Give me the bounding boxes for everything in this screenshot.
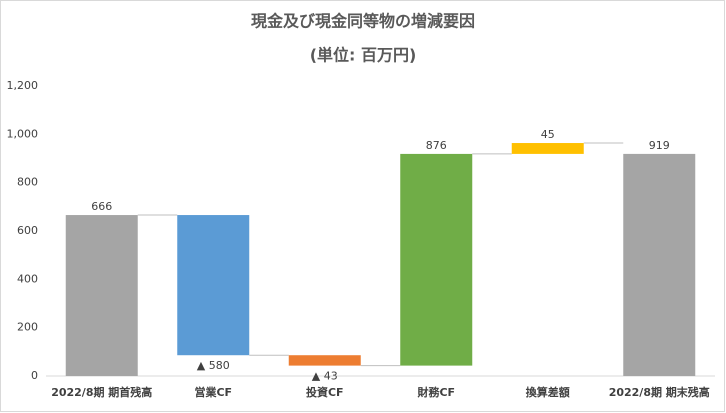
x-tick-label: 投資CF [306, 385, 344, 399]
data-label: 919 [649, 139, 670, 152]
bar [623, 153, 696, 376]
y-tick-label: 0 [31, 369, 38, 382]
y-tick-label: 600 [17, 224, 38, 237]
data-label: 876 [426, 139, 447, 152]
y-tick-label: 1,000 [7, 127, 39, 140]
bar [177, 215, 250, 356]
y-tick-label: 200 [17, 321, 38, 334]
data-label: ▲ 43 [312, 370, 338, 383]
bar [288, 355, 361, 366]
bar [511, 143, 584, 154]
chart-subtitle: (単位: 百万円) [310, 46, 417, 65]
x-tick-label: 2022/8期 期末残高 [609, 385, 710, 399]
bar [65, 215, 138, 376]
x-tick-label: 財務CF [416, 385, 455, 399]
x-tick-label: 2022/8期 期首残高 [51, 385, 152, 399]
y-tick-label: 1,200 [7, 79, 39, 92]
y-tick-label: 400 [17, 272, 38, 285]
x-tick-label: 換算差額 [526, 385, 570, 399]
x-tick-label: 営業CF [194, 385, 232, 399]
data-label: ▲ 580 [197, 359, 230, 372]
data-label: 666 [91, 200, 112, 213]
y-tick-label: 800 [17, 176, 38, 189]
bar [400, 153, 473, 366]
data-label: 45 [541, 128, 555, 141]
chart-title: 現金及び現金同等物の増減要因 [251, 12, 475, 31]
